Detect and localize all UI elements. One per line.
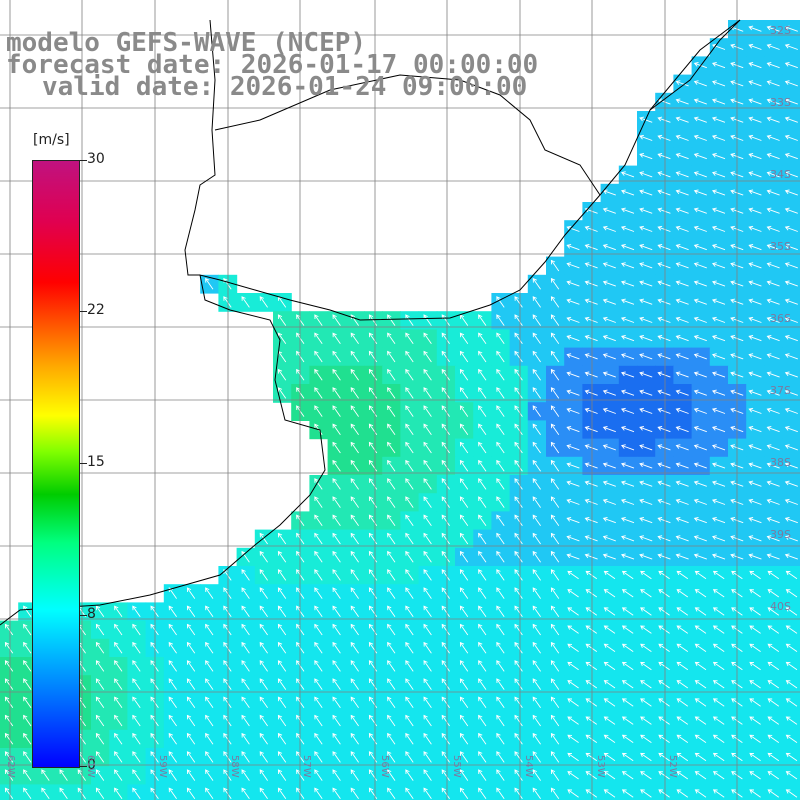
colorbar-tick: 15 <box>87 454 105 470</box>
lon-label: 53W <box>595 755 606 778</box>
lon-label: 52W <box>667 755 678 778</box>
lon-label: 56W <box>379 755 390 778</box>
lon-label: 54W <box>523 755 534 778</box>
lon-label: 55W <box>451 755 462 778</box>
lon-label: 59W <box>157 755 168 778</box>
colorbar <box>32 160 80 768</box>
valid-date: valid date: 2026-01-24 09:00:00 <box>42 72 528 102</box>
country-border <box>649 19 741 111</box>
lat-label: 39S <box>770 528 791 541</box>
lon-label: 62W <box>5 755 16 778</box>
coastline <box>0 19 741 626</box>
lat-label: 38S <box>770 456 791 469</box>
lat-label: 32S <box>770 24 791 37</box>
country-border <box>184 19 216 276</box>
lat-label: 37S <box>770 384 791 397</box>
forecast-date: forecast date: 2026-01-17 00:00:00 <box>6 50 539 80</box>
lat-label: 40S <box>770 600 791 613</box>
colorbar-unit: [m/s] <box>33 132 70 148</box>
country-border <box>214 74 601 196</box>
model-title: modelo GEFS-WAVE (NCEP) <box>6 28 367 58</box>
lon-label: 61W <box>85 755 96 778</box>
lat-label: 34S <box>770 168 791 181</box>
lat-label: 35S <box>770 240 791 253</box>
lat-label: 33S <box>770 96 791 109</box>
lon-label: 58W <box>229 755 240 778</box>
lon-label: 57W <box>301 755 312 778</box>
colorbar-tick: 8 <box>87 606 96 622</box>
colorbar-tick: 22 <box>87 302 105 318</box>
colorbar-tick: 0 <box>87 757 96 773</box>
wind-direction-arrows <box>4 25 798 800</box>
lat-label: 36S <box>770 312 791 325</box>
colorbar-tick: 30 <box>87 151 105 167</box>
